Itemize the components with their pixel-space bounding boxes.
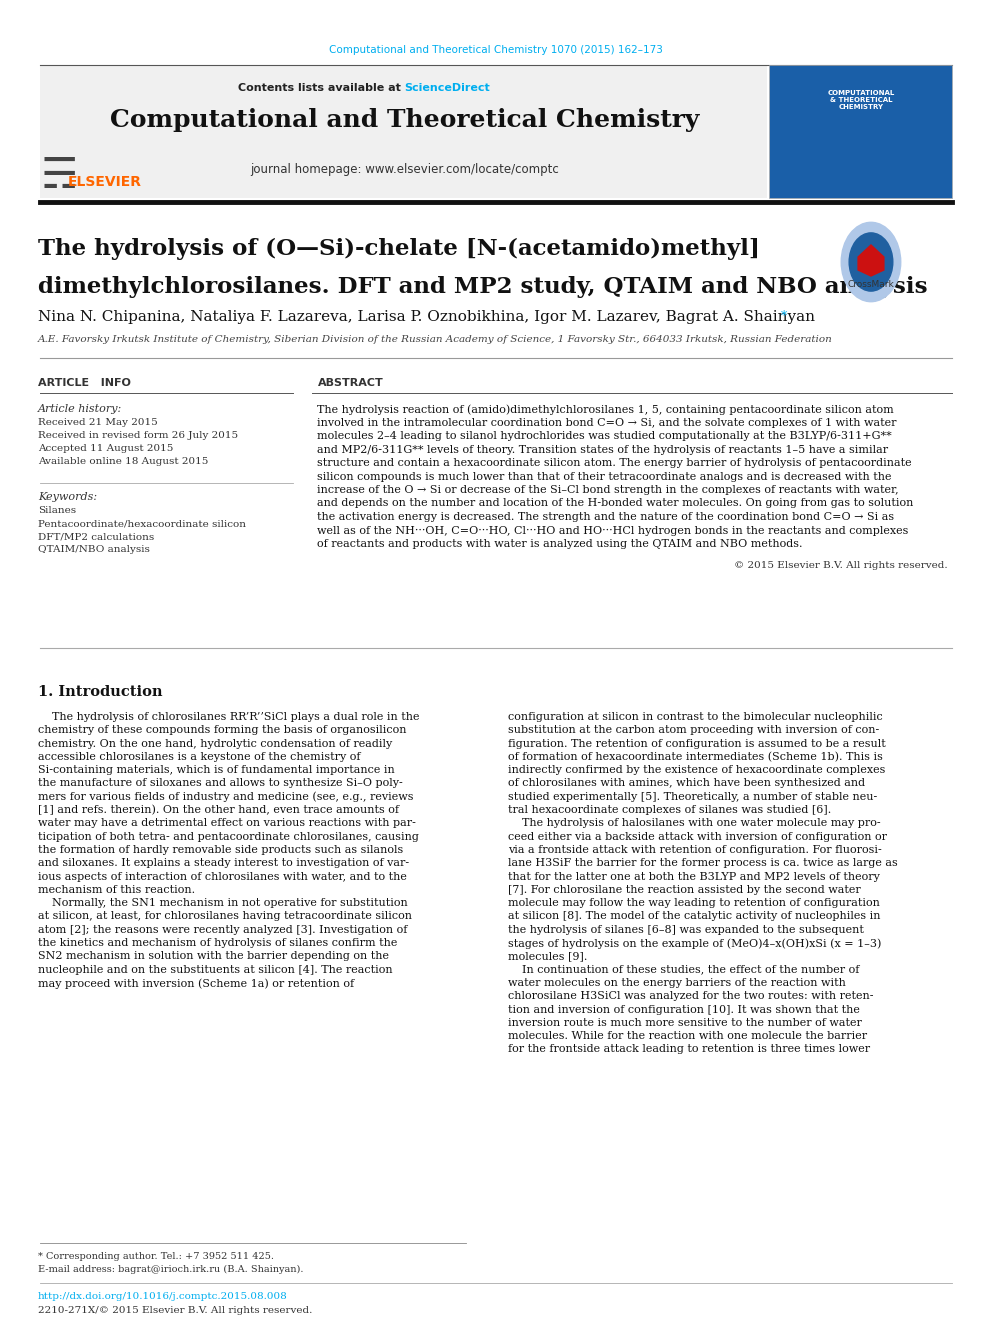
Text: The hydrolysis of halosilanes with one water molecule may pro-: The hydrolysis of halosilanes with one w… (508, 819, 881, 828)
Text: A.E. Favorsky Irkutsk Institute of Chemistry, Siberian Division of the Russian A: A.E. Favorsky Irkutsk Institute of Chemi… (38, 335, 832, 344)
Text: of reactants and products with water is analyzed using the QTAIM and NBO methods: of reactants and products with water is … (317, 538, 803, 549)
Text: CrossMark: CrossMark (847, 280, 895, 288)
Text: molecules 2–4 leading to silanol hydrochlorides was studied computationally at t: molecules 2–4 leading to silanol hydroch… (317, 431, 892, 441)
Text: substitution at the carbon atom proceeding with inversion of con-: substitution at the carbon atom proceedi… (508, 725, 879, 736)
Text: Available online 18 August 2015: Available online 18 August 2015 (38, 456, 208, 466)
Text: accessible chlorosilanes is a keystone of the chemistry of: accessible chlorosilanes is a keystone o… (38, 751, 360, 762)
Circle shape (841, 222, 901, 302)
Text: The hydrolysis of (O—Si)-chelate [N-(acetamido)methyl]: The hydrolysis of (O—Si)-chelate [N-(ace… (38, 238, 760, 261)
Text: QTAIM/NBO analysis: QTAIM/NBO analysis (38, 545, 150, 554)
Text: [7]. For chlorosilane the reaction assisted by the second water: [7]. For chlorosilane the reaction assis… (508, 885, 861, 894)
Text: involved in the intramolecular coordination bond C=O → Si, and the solvate compl: involved in the intramolecular coordinat… (317, 418, 897, 427)
Text: *: * (777, 310, 788, 323)
Text: silicon compounds is much lower than that of their tetracoordinate analogs and i: silicon compounds is much lower than tha… (317, 471, 892, 482)
Text: Computational and Theoretical Chemistry 1070 (2015) 162–173: Computational and Theoretical Chemistry … (329, 45, 663, 56)
Text: ceed either via a backside attack with inversion of configuration or: ceed either via a backside attack with i… (508, 832, 887, 841)
Text: 2210-271X/© 2015 Elsevier B.V. All rights reserved.: 2210-271X/© 2015 Elsevier B.V. All right… (38, 1306, 312, 1315)
Text: tion and inversion of configuration [10]. It was shown that the: tion and inversion of configuration [10]… (508, 1004, 860, 1015)
Text: stages of hydrolysis on the example of (MeO)4–x(OH)xSi (x = 1–3): stages of hydrolysis on the example of (… (508, 938, 881, 949)
Text: DFT/MP2 calculations: DFT/MP2 calculations (38, 532, 154, 541)
Circle shape (849, 233, 893, 291)
Text: Computational and Theoretical Chemistry: Computational and Theoretical Chemistry (110, 108, 699, 132)
Text: © 2015 Elsevier B.V. All rights reserved.: © 2015 Elsevier B.V. All rights reserved… (734, 561, 947, 569)
Text: Article history:: Article history: (38, 404, 122, 414)
Text: and siloxanes. It explains a steady interest to investigation of var-: and siloxanes. It explains a steady inte… (38, 859, 409, 868)
Text: chlorosilane H3SiCl was analyzed for the two routes: with reten-: chlorosilane H3SiCl was analyzed for the… (508, 991, 873, 1002)
Text: via a frontside attack with retention of configuration. For fluorosi-: via a frontside attack with retention of… (508, 845, 882, 855)
Text: and MP2/6-311G** levels of theory. Transition states of the hydrolysis of reacta: and MP2/6-311G** levels of theory. Trans… (317, 445, 889, 455)
Text: well as of the NH···OH, C=O···HO, Cl···HO and HO···HCl hydrogen bonds in the rea: well as of the NH···OH, C=O···HO, Cl···H… (317, 525, 909, 536)
Text: indirectly confirmed by the existence of hexacoordinate complexes: indirectly confirmed by the existence of… (508, 765, 885, 775)
Text: the manufacture of siloxanes and allows to synthesize Si–O poly-: the manufacture of siloxanes and allows … (38, 778, 403, 789)
Text: ARTICLE   INFO: ARTICLE INFO (38, 378, 131, 388)
Text: may proceed with inversion (Scheme 1a) or retention of: may proceed with inversion (Scheme 1a) o… (38, 978, 354, 988)
Text: the formation of hardly removable side products such as silanols: the formation of hardly removable side p… (38, 845, 404, 855)
Text: figuration. The retention of configuration is assumed to be a result: figuration. The retention of configurati… (508, 738, 886, 749)
Text: increase of the O → Si or decrease of the Si–Cl bond strength in the complexes o: increase of the O → Si or decrease of th… (317, 486, 899, 495)
Text: Received in revised form 26 July 2015: Received in revised form 26 July 2015 (38, 431, 238, 441)
Text: for the frontside attack leading to retention is three times lower: for the frontside attack leading to rete… (508, 1044, 870, 1054)
Text: 1. Introduction: 1. Introduction (38, 685, 163, 699)
Text: Accepted 11 August 2015: Accepted 11 August 2015 (38, 445, 174, 452)
Text: The hydrolysis of chlorosilanes RR’R’’SiCl plays a dual role in the: The hydrolysis of chlorosilanes RR’R’’Si… (38, 712, 420, 722)
Text: ☴: ☴ (40, 155, 77, 197)
Text: ELSEVIER: ELSEVIER (68, 175, 142, 189)
Text: E-mail address: bagrat@irioch.irk.ru (B.A. Shainyan).: E-mail address: bagrat@irioch.irk.ru (B.… (38, 1265, 304, 1274)
Text: COMPUTATIONAL
& THEORETICAL
CHEMISTRY: COMPUTATIONAL & THEORETICAL CHEMISTRY (827, 90, 895, 110)
Text: journal homepage: www.elsevier.com/locate/comptc: journal homepage: www.elsevier.com/locat… (250, 163, 559, 176)
Text: structure and contain a hexacoordinate silicon atom. The energy barrier of hydro: structure and contain a hexacoordinate s… (317, 458, 912, 468)
Text: chemistry. On the one hand, hydrolytic condensation of readily: chemistry. On the one hand, hydrolytic c… (38, 738, 392, 749)
Text: In continuation of these studies, the effect of the number of: In continuation of these studies, the ef… (508, 964, 859, 975)
Text: ticipation of both tetra- and pentacoordinate chlorosilanes, causing: ticipation of both tetra- and pentacoord… (38, 832, 419, 841)
Text: and depends on the number and location of the H-bonded water molecules. On going: and depends on the number and location o… (317, 499, 914, 508)
Text: of chlorosilanes with amines, which have been synthesized and: of chlorosilanes with amines, which have… (508, 778, 865, 789)
Text: at silicon [8]. The model of the catalytic activity of nucleophiles in: at silicon [8]. The model of the catalyt… (508, 912, 881, 922)
Text: Nina N. Chipanina, Nataliya F. Lazareva, Larisa P. Oznobikhina, Igor M. Lazarev,: Nina N. Chipanina, Nataliya F. Lazareva,… (38, 310, 815, 324)
Text: Normally, the SN1 mechanism in not operative for substitution: Normally, the SN1 mechanism in not opera… (38, 898, 408, 908)
Text: molecule may follow the way leading to retention of configuration: molecule may follow the way leading to r… (508, 898, 880, 908)
FancyBboxPatch shape (769, 65, 952, 198)
Text: nucleophile and on the substituents at silicon [4]. The reaction: nucleophile and on the substituents at s… (38, 964, 393, 975)
Text: the activation energy is decreased. The strength and the nature of the coordinat: the activation energy is decreased. The … (317, 512, 895, 523)
Text: molecules. While for the reaction with one molecule the barrier: molecules. While for the reaction with o… (508, 1031, 867, 1041)
Polygon shape (858, 245, 884, 277)
Text: chemistry of these compounds forming the basis of organosilicon: chemistry of these compounds forming the… (38, 725, 407, 736)
Text: Keywords:: Keywords: (38, 492, 97, 501)
Text: Si-containing materials, which is of fundamental importance in: Si-containing materials, which is of fun… (38, 765, 395, 775)
Text: atom [2]; the reasons were recently analyzed [3]. Investigation of: atom [2]; the reasons were recently anal… (38, 925, 408, 935)
Text: Received 21 May 2015: Received 21 May 2015 (38, 418, 158, 427)
Text: at silicon, at least, for chlorosilanes having tetracoordinate silicon: at silicon, at least, for chlorosilanes … (38, 912, 412, 922)
Text: ABSTRACT: ABSTRACT (317, 378, 383, 388)
Text: water molecules on the energy barriers of the reaction with: water molecules on the energy barriers o… (508, 978, 846, 988)
Text: of formation of hexacoordinate intermediates (Scheme 1b). This is: of formation of hexacoordinate intermedi… (508, 751, 883, 762)
Text: water may have a detrimental effect on various reactions with par-: water may have a detrimental effect on v… (38, 819, 416, 828)
Text: ious aspects of interaction of chlorosilanes with water, and to the: ious aspects of interaction of chlorosil… (38, 872, 407, 881)
Text: ScienceDirect: ScienceDirect (405, 83, 490, 93)
Text: mers for various fields of industry and medicine (see, e.g., reviews: mers for various fields of industry and … (38, 791, 414, 802)
Text: * Corresponding author. Tel.: +7 3952 511 425.: * Corresponding author. Tel.: +7 3952 51… (38, 1252, 274, 1261)
Text: dimethylchlorosilanes. DFT and MP2 study, QTAIM and NBO analysis: dimethylchlorosilanes. DFT and MP2 study… (38, 277, 928, 298)
FancyBboxPatch shape (40, 65, 767, 198)
Text: The hydrolysis reaction of (amido)dimethylchlorosilanes 1, 5, containing pentaco: The hydrolysis reaction of (amido)dimeth… (317, 404, 894, 414)
Text: mechanism of this reaction.: mechanism of this reaction. (38, 885, 195, 894)
Text: Pentacoordinate/hexacoordinate silicon: Pentacoordinate/hexacoordinate silicon (38, 519, 246, 528)
Text: lane H3SiF the barrier for the former process is ca. twice as large as: lane H3SiF the barrier for the former pr… (508, 859, 898, 868)
Text: http://dx.doi.org/10.1016/j.comptc.2015.08.008: http://dx.doi.org/10.1016/j.comptc.2015.… (38, 1293, 288, 1301)
Text: SN2 mechanism in solution with the barrier depending on the: SN2 mechanism in solution with the barri… (38, 951, 389, 962)
Text: inversion route is much more sensitive to the number of water: inversion route is much more sensitive t… (508, 1017, 862, 1028)
Text: configuration at silicon in contrast to the bimolecular nucleophilic: configuration at silicon in contrast to … (508, 712, 883, 722)
Text: Silanes: Silanes (38, 505, 76, 515)
Text: studied experimentally [5]. Theoretically, a number of stable neu-: studied experimentally [5]. Theoreticall… (508, 791, 877, 802)
Text: Contents lists available at: Contents lists available at (238, 83, 405, 93)
Text: the hydrolysis of silanes [6–8] was expanded to the subsequent: the hydrolysis of silanes [6–8] was expa… (508, 925, 864, 935)
Text: tral hexacoordinate complexes of silanes was studied [6].: tral hexacoordinate complexes of silanes… (508, 806, 831, 815)
Text: molecules [9].: molecules [9]. (508, 951, 587, 962)
Text: that for the latter one at both the B3LYP and MP2 levels of theory: that for the latter one at both the B3LY… (508, 872, 880, 881)
Text: the kinetics and mechanism of hydrolysis of silanes confirm the: the kinetics and mechanism of hydrolysis… (38, 938, 398, 949)
Text: [1] and refs. therein). On the other hand, even trace amounts of: [1] and refs. therein). On the other han… (38, 806, 399, 815)
